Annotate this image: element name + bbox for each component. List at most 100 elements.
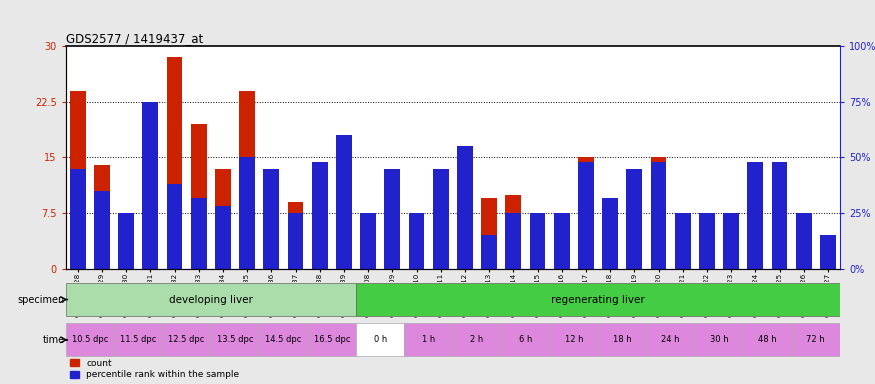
Bar xyxy=(66,283,356,316)
Bar xyxy=(239,157,255,269)
Text: 13.5 dpc: 13.5 dpc xyxy=(217,335,253,344)
Bar xyxy=(747,206,763,269)
Bar xyxy=(695,323,743,356)
Bar xyxy=(356,323,404,356)
Bar xyxy=(506,195,522,269)
Text: 12 h: 12 h xyxy=(564,335,583,344)
Bar xyxy=(554,232,570,269)
Bar xyxy=(191,124,206,269)
Bar xyxy=(163,323,211,356)
Bar xyxy=(481,198,497,269)
Bar xyxy=(820,235,836,269)
Bar xyxy=(820,235,836,269)
Bar xyxy=(166,57,182,269)
Bar xyxy=(699,213,715,269)
Bar xyxy=(118,213,134,269)
Text: 11.5 dpc: 11.5 dpc xyxy=(120,335,157,344)
Text: 14.5 dpc: 14.5 dpc xyxy=(265,335,302,344)
Bar xyxy=(554,213,570,269)
Text: 10.5 dpc: 10.5 dpc xyxy=(72,335,108,344)
Text: 24 h: 24 h xyxy=(662,335,680,344)
Bar xyxy=(166,184,182,269)
Text: 2 h: 2 h xyxy=(471,335,484,344)
Bar xyxy=(404,323,453,356)
Bar xyxy=(724,213,739,269)
Bar xyxy=(114,323,163,356)
Bar xyxy=(360,213,376,269)
Text: developing liver: developing liver xyxy=(169,295,253,305)
Bar xyxy=(94,165,109,269)
Bar xyxy=(336,191,352,269)
Bar xyxy=(651,162,667,269)
Bar xyxy=(263,220,279,269)
Bar xyxy=(288,213,304,269)
Bar xyxy=(70,169,86,269)
Bar xyxy=(384,235,400,269)
Text: 30 h: 30 h xyxy=(710,335,728,344)
Bar xyxy=(675,224,690,269)
Text: 0 h: 0 h xyxy=(374,335,387,344)
Bar xyxy=(453,323,501,356)
Bar xyxy=(336,135,352,269)
Bar xyxy=(651,157,667,269)
Bar xyxy=(501,323,550,356)
Bar xyxy=(288,202,304,269)
Bar xyxy=(433,258,449,269)
Bar xyxy=(259,323,308,356)
Bar xyxy=(747,162,763,269)
Bar xyxy=(550,323,598,356)
Text: 1 h: 1 h xyxy=(422,335,435,344)
Bar xyxy=(66,323,114,356)
Bar xyxy=(578,162,594,269)
Text: 72 h: 72 h xyxy=(807,335,825,344)
Bar xyxy=(308,323,356,356)
Bar xyxy=(772,176,788,269)
Bar xyxy=(433,169,449,269)
Bar xyxy=(215,207,231,269)
Bar xyxy=(143,102,158,269)
Bar xyxy=(118,220,134,269)
Bar xyxy=(626,169,642,269)
Bar xyxy=(598,323,647,356)
Bar xyxy=(356,283,840,316)
Bar xyxy=(481,235,497,269)
Text: regenerating liver: regenerating liver xyxy=(551,295,645,305)
Bar xyxy=(312,195,327,269)
Bar xyxy=(263,169,279,269)
Text: specimen: specimen xyxy=(18,295,65,305)
Bar xyxy=(143,202,158,269)
Text: 6 h: 6 h xyxy=(519,335,532,344)
Bar xyxy=(94,191,109,269)
Bar xyxy=(626,232,642,269)
Bar xyxy=(506,213,522,269)
Bar xyxy=(796,213,812,269)
Bar xyxy=(792,323,840,356)
Bar xyxy=(578,157,594,269)
Bar xyxy=(409,254,424,269)
Bar xyxy=(384,169,400,269)
Bar xyxy=(796,228,812,269)
Bar xyxy=(602,213,618,269)
Bar xyxy=(191,197,206,269)
Text: GDS2577 / 1419437_at: GDS2577 / 1419437_at xyxy=(66,32,203,45)
Bar xyxy=(70,91,86,269)
Bar xyxy=(360,243,376,269)
Text: 16.5 dpc: 16.5 dpc xyxy=(313,335,350,344)
Text: time: time xyxy=(42,335,65,345)
Bar xyxy=(457,184,472,269)
Bar xyxy=(772,162,788,269)
Bar xyxy=(699,258,715,269)
Text: 48 h: 48 h xyxy=(758,335,777,344)
Bar xyxy=(312,162,327,269)
Legend: count, percentile rank within the sample: count, percentile rank within the sample xyxy=(70,359,240,379)
Text: 12.5 dpc: 12.5 dpc xyxy=(168,335,205,344)
Bar xyxy=(529,213,545,269)
Bar xyxy=(647,323,695,356)
Bar xyxy=(743,323,792,356)
Bar xyxy=(239,91,255,269)
Bar xyxy=(724,228,739,269)
Text: 18 h: 18 h xyxy=(612,335,632,344)
Bar xyxy=(215,169,231,269)
Bar xyxy=(211,323,259,356)
Bar xyxy=(675,213,690,269)
